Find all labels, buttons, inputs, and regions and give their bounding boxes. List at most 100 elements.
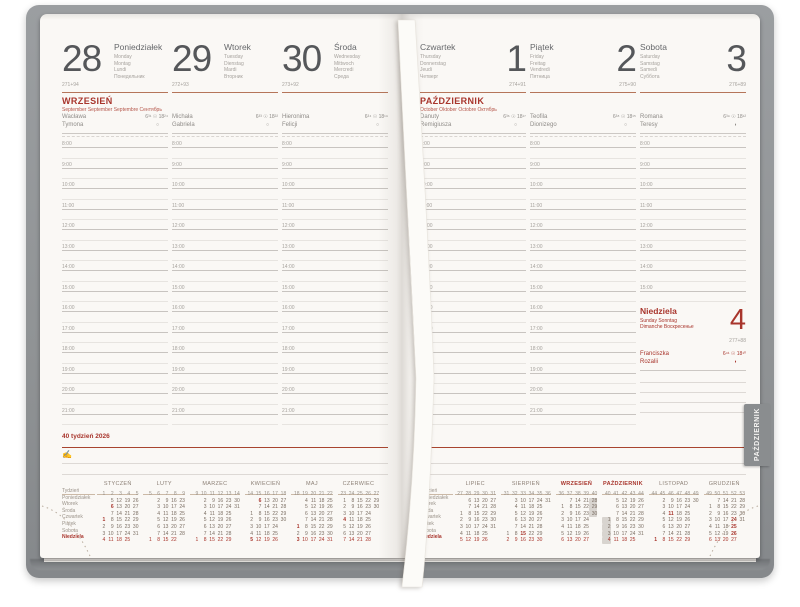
half-hour-line — [172, 230, 278, 241]
mini-cal-cell: 20 — [310, 491, 317, 497]
nameday-2: Dionizego — [530, 122, 557, 128]
hour-line: 17:00 — [62, 323, 168, 333]
mini-cal-cell: 14 — [621, 510, 628, 517]
mini-cal-cell: 14 — [264, 504, 270, 511]
day-name-ru: Четверг — [420, 73, 439, 80]
mini-cal-cell: 31 — [503, 491, 510, 497]
day-column-saturday-sunday: 3 276+89 Sobota Saturday Samstag Samedi … — [640, 40, 747, 413]
day-column-thursday: 1 274+91 Czwartek Thursday Donnerstag Je… — [420, 40, 527, 425]
mini-cal-cell: 19 — [318, 504, 325, 511]
mini-cal-cell: 16 — [217, 497, 224, 504]
mini-cal-cell: 30 — [234, 497, 240, 504]
mini-day-row: 1 8 15 22 29 — [556, 501, 598, 511]
hour-label: 10:00 — [62, 182, 75, 189]
mini-day-row: 5 12 19 26 — [190, 514, 240, 523]
hour-grid: 8:00 9:00 10:00 11:00 12:00 13:00 14:00 15:00 16… — [530, 136, 636, 425]
mini-cal-cell: 24 — [365, 510, 371, 517]
hour-label: 21:00 — [282, 407, 295, 414]
mini-cal-cell: 7 — [343, 537, 347, 544]
mini-cal-cell: 22 — [482, 510, 488, 517]
hour-line: 21:00 — [172, 405, 278, 415]
sunrise-sunset: 6³⁴ ☉ 18¹⁹ — [364, 114, 388, 120]
mini-day-row: 3 10 17 24 31 — [501, 495, 551, 504]
day-column-wednesday: 30 273+92 Środa Wednesday Mittwoch Mercr… — [282, 40, 388, 425]
hour-label: 18:00 — [530, 346, 543, 353]
grid-lead-line — [420, 136, 526, 138]
mini-day-row: 2 9 16 23 30 — [291, 528, 333, 537]
mini-month-kwiecień: KWIECIEŃ 14 15 16 17 18 6 13 20 27 7 14 21 28 1 8 15 22 29… — [244, 480, 287, 543]
mini-day-row: 7 14 21 28 — [190, 528, 240, 537]
mini-day-row: 6 13 20 27 — [649, 521, 699, 530]
day-name-en: Saturday — [640, 54, 661, 60]
mini-cal-cell: 43 — [629, 491, 636, 497]
day-of-year: 272+93 — [172, 82, 189, 88]
mini-cal-row-label: Czwartek — [62, 514, 83, 521]
mini-cal-cell: 14 — [116, 510, 122, 517]
sunrise-sunset: 6³⁹ ☉ 18¹² — [723, 114, 746, 120]
hour-label: 18:00 — [172, 346, 185, 353]
mini-day-row: 1 8 15 22 29 — [338, 495, 379, 504]
mini-day-row: 6 13 20 27 — [143, 521, 185, 530]
sunrise-sunset: 6³⁶ ☉ 18¹⁷ — [503, 114, 526, 120]
hour-line: 10:00 — [420, 179, 526, 190]
mini-cal-cell: 8 — [110, 517, 114, 524]
mini-day-row: 4 11 18 25 — [649, 508, 699, 517]
mini-cal-cell: 9 — [351, 504, 355, 511]
hour-line: 17:00 — [530, 323, 636, 333]
mini-cal-cell: 8 — [569, 504, 573, 511]
mini-cal-cell: 8 — [662, 537, 666, 544]
mini-day-row: 1 8 15 22 — [143, 534, 184, 543]
mini-cal-cell: 48 — [684, 491, 691, 497]
mini-week-numbers: 18 19 20 21 22 — [291, 488, 333, 497]
mini-cal-cell: 31 — [545, 497, 551, 504]
mini-month-maj: MAJ 18 19 20 21 22 4 11 18 25 5 12 19 26 6 13 20 27 7 14 21 2… — [291, 480, 333, 543]
hour-grid: 8:00 9:00 10:00 11:00 12:00 13:00 14:00 15:00 16… — [420, 136, 526, 425]
half-hour-line — [282, 148, 388, 159]
hour-line: 10:00 — [172, 179, 278, 190]
day-of-year: 271+94 — [62, 82, 79, 88]
hour-line: 9:00 — [172, 159, 278, 169]
mini-cal-cell: 1 — [506, 530, 510, 537]
mini-cal-cell: 4 — [203, 510, 207, 517]
mini-cal-cell: 14 — [520, 523, 526, 530]
mini-cal-cell: 11 — [520, 504, 526, 511]
mini-week-numbers: 44 45 46 47 48 49 — [648, 488, 699, 497]
mini-cal-cell: 14 — [209, 530, 215, 537]
month-header: WRZESIEŃ September September Septembre С… — [62, 93, 168, 113]
mini-cal-cell: 1 — [602, 517, 611, 524]
day-name-de: Samstag — [640, 60, 660, 67]
mini-cal-cell: 6 — [343, 530, 347, 537]
header-rule — [282, 92, 388, 93]
mini-month-sierpień: SIERPIEŃ 31 32 33 34 35 36 3 10 17 24 31 4 11 18 25 5 12 1… — [500, 480, 551, 543]
mini-month-marzec: MARZEC 9 10 11 12 13 14 2 9 16 23 30 3 10 17 24 31 4 11 18 2… — [189, 480, 240, 544]
week-notes-left: 40 tydzień 2026 ✍ — [62, 433, 388, 479]
mini-cal-cell: 16 — [575, 510, 581, 517]
mini-cal-cell: 9 — [468, 517, 472, 524]
hour-line: 10:00 — [62, 179, 168, 190]
mini-cal-cell: 21 — [318, 491, 325, 497]
mini-cal-cell: 8 — [203, 537, 207, 544]
mini-cal-cell: 31 — [638, 530, 644, 537]
mini-cal-cell: 13 — [162, 523, 169, 530]
mini-cal-cell: 11 — [108, 537, 114, 544]
half-hour-line — [420, 210, 526, 220]
month-name: WRZESIEŃ — [62, 96, 113, 106]
hour-label: 12:00 — [530, 223, 543, 230]
mini-day-row: 6 13 20 27 — [455, 495, 496, 504]
header-rule — [62, 92, 168, 93]
hour-label: 16:00 — [282, 305, 295, 312]
mini-cal-cell: 1 — [102, 491, 106, 497]
mini-cal-cell: 29 — [327, 523, 333, 530]
mini-cal-cell: 14 — [473, 504, 480, 511]
namedays-row: Hieronima Felicji 6³⁴ ☉ 18¹⁹ ○ — [282, 113, 388, 133]
half-hour-line — [62, 353, 168, 364]
mini-cal-cell: 8 — [305, 523, 308, 530]
mini-cal-cell: 24 — [482, 523, 488, 530]
mini-cal-cell: 2 — [460, 517, 463, 524]
mini-month-title: SIERPIEŃ — [511, 481, 540, 487]
hour-line: 10:00 — [282, 179, 388, 190]
mini-day-row: 3 10 17 24 — [649, 501, 699, 510]
mini-cal-cell: 3 — [102, 530, 106, 537]
mini-cal-cell: 8 — [258, 510, 262, 517]
hour-line: 9:00 — [62, 159, 168, 169]
